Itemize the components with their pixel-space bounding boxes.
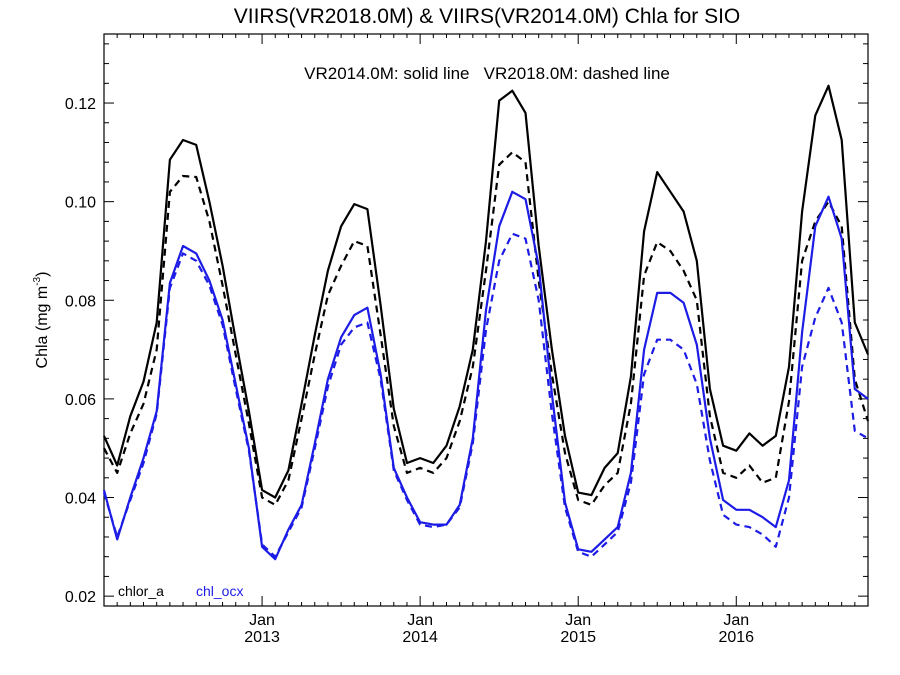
chart-title: VIIRS(VR2018.0M) & VIIRS(VR2014.0M) Chla… [234, 5, 741, 28]
series-line-chlor-a-vr2018-0m [103, 151, 870, 506]
x-tick-label-month: Jan [249, 612, 275, 629]
series-line-chl-ocx-vr2018-0m [102, 232, 869, 558]
legend-item-chlor-a: chlor_a [118, 583, 164, 599]
x-tick-label-year: 2013 [244, 629, 280, 646]
x-tick-label-month: Jan [723, 612, 749, 629]
y-tick-label: 0.02 [65, 589, 96, 606]
y-axis-label: Chla (mg m-3) [32, 272, 51, 369]
y-tick-label: 0.06 [65, 392, 96, 409]
y-tick-label: 0.12 [65, 96, 96, 113]
series-line-chlor-a-vr2014-0m [102, 84, 870, 499]
x-tick-label-year: 2016 [718, 629, 754, 646]
x-tick-label-year: 2015 [560, 629, 596, 646]
y-axis-label-superscript: -3 [32, 276, 43, 285]
y-tick-label: 0.04 [65, 491, 96, 508]
line-style-annotation: VR2014.0M: solid line VR2018.0M: dashed … [304, 64, 670, 83]
x-tick-label-year: 2014 [402, 629, 438, 646]
legend-item-chl-ocx: chl_ocx [196, 583, 243, 599]
y-axis-label-main: Chla (mg m [34, 286, 51, 369]
y-tick-label: 0.10 [65, 195, 96, 212]
y-axis-label-close: ) [34, 272, 51, 277]
series-layer [102, 84, 870, 561]
x-tick-label-month: Jan [565, 612, 591, 629]
axis-ticks: 0.020.040.060.080.100.12Jan2013Jan2014Ja… [65, 34, 869, 646]
y-tick-label: 0.08 [65, 293, 96, 310]
x-tick-label-month: Jan [407, 612, 433, 629]
